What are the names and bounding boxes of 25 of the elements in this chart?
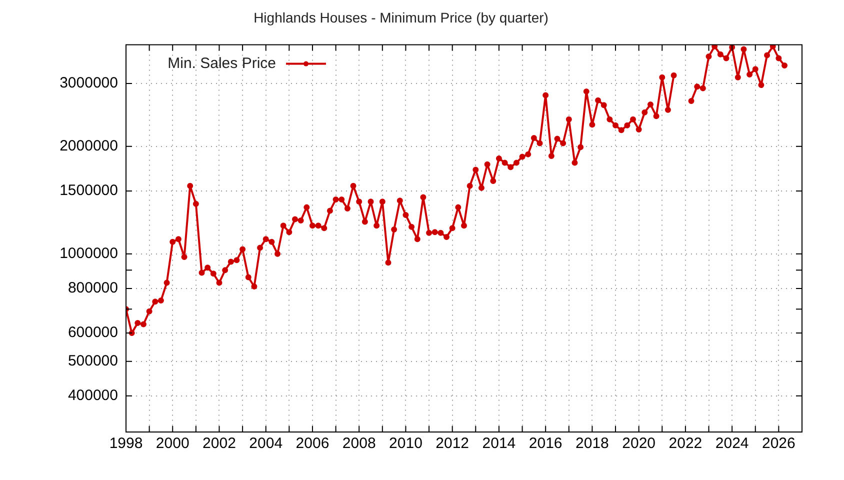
- x-tick-label: 2014: [482, 435, 516, 452]
- x-tick-label: 2006: [296, 435, 330, 452]
- y-tick-label: 1000000: [60, 244, 118, 262]
- y-tick-label: 500000: [68, 352, 118, 370]
- x-tick-label: 2018: [576, 435, 609, 452]
- x-tick-label: 2010: [389, 435, 422, 452]
- x-tick-label: 2024: [715, 435, 749, 452]
- y-tick-label: 800000: [68, 280, 118, 297]
- x-tick-label: 2008: [342, 435, 376, 452]
- y-tick-label: 2000000: [60, 138, 118, 154]
- x-tick-label: 2020: [622, 435, 656, 452]
- x-tick-label: 2000: [156, 435, 190, 452]
- y-tick-label: 3000000: [60, 74, 118, 92]
- y-tick-label: 600000: [68, 324, 118, 342]
- x-tick-label: 1998: [109, 435, 143, 452]
- y-tick-label: 1500000: [60, 182, 118, 200]
- chart-title: Highlands Houses - Minimum Price (by quarter): [254, 9, 548, 26]
- x-tick-label: 2026: [762, 435, 796, 452]
- legend-label: Min. Sales Price: [168, 54, 276, 72]
- x-tick-label: 2022: [668, 435, 702, 452]
- y-tick-label: 400000: [68, 387, 118, 404]
- x-tick-label: 2012: [436, 435, 470, 452]
- x-tick-label: 2016: [528, 435, 562, 452]
- x-tick-label: 2004: [249, 435, 283, 452]
- x-tick-label: 2002: [202, 435, 236, 452]
